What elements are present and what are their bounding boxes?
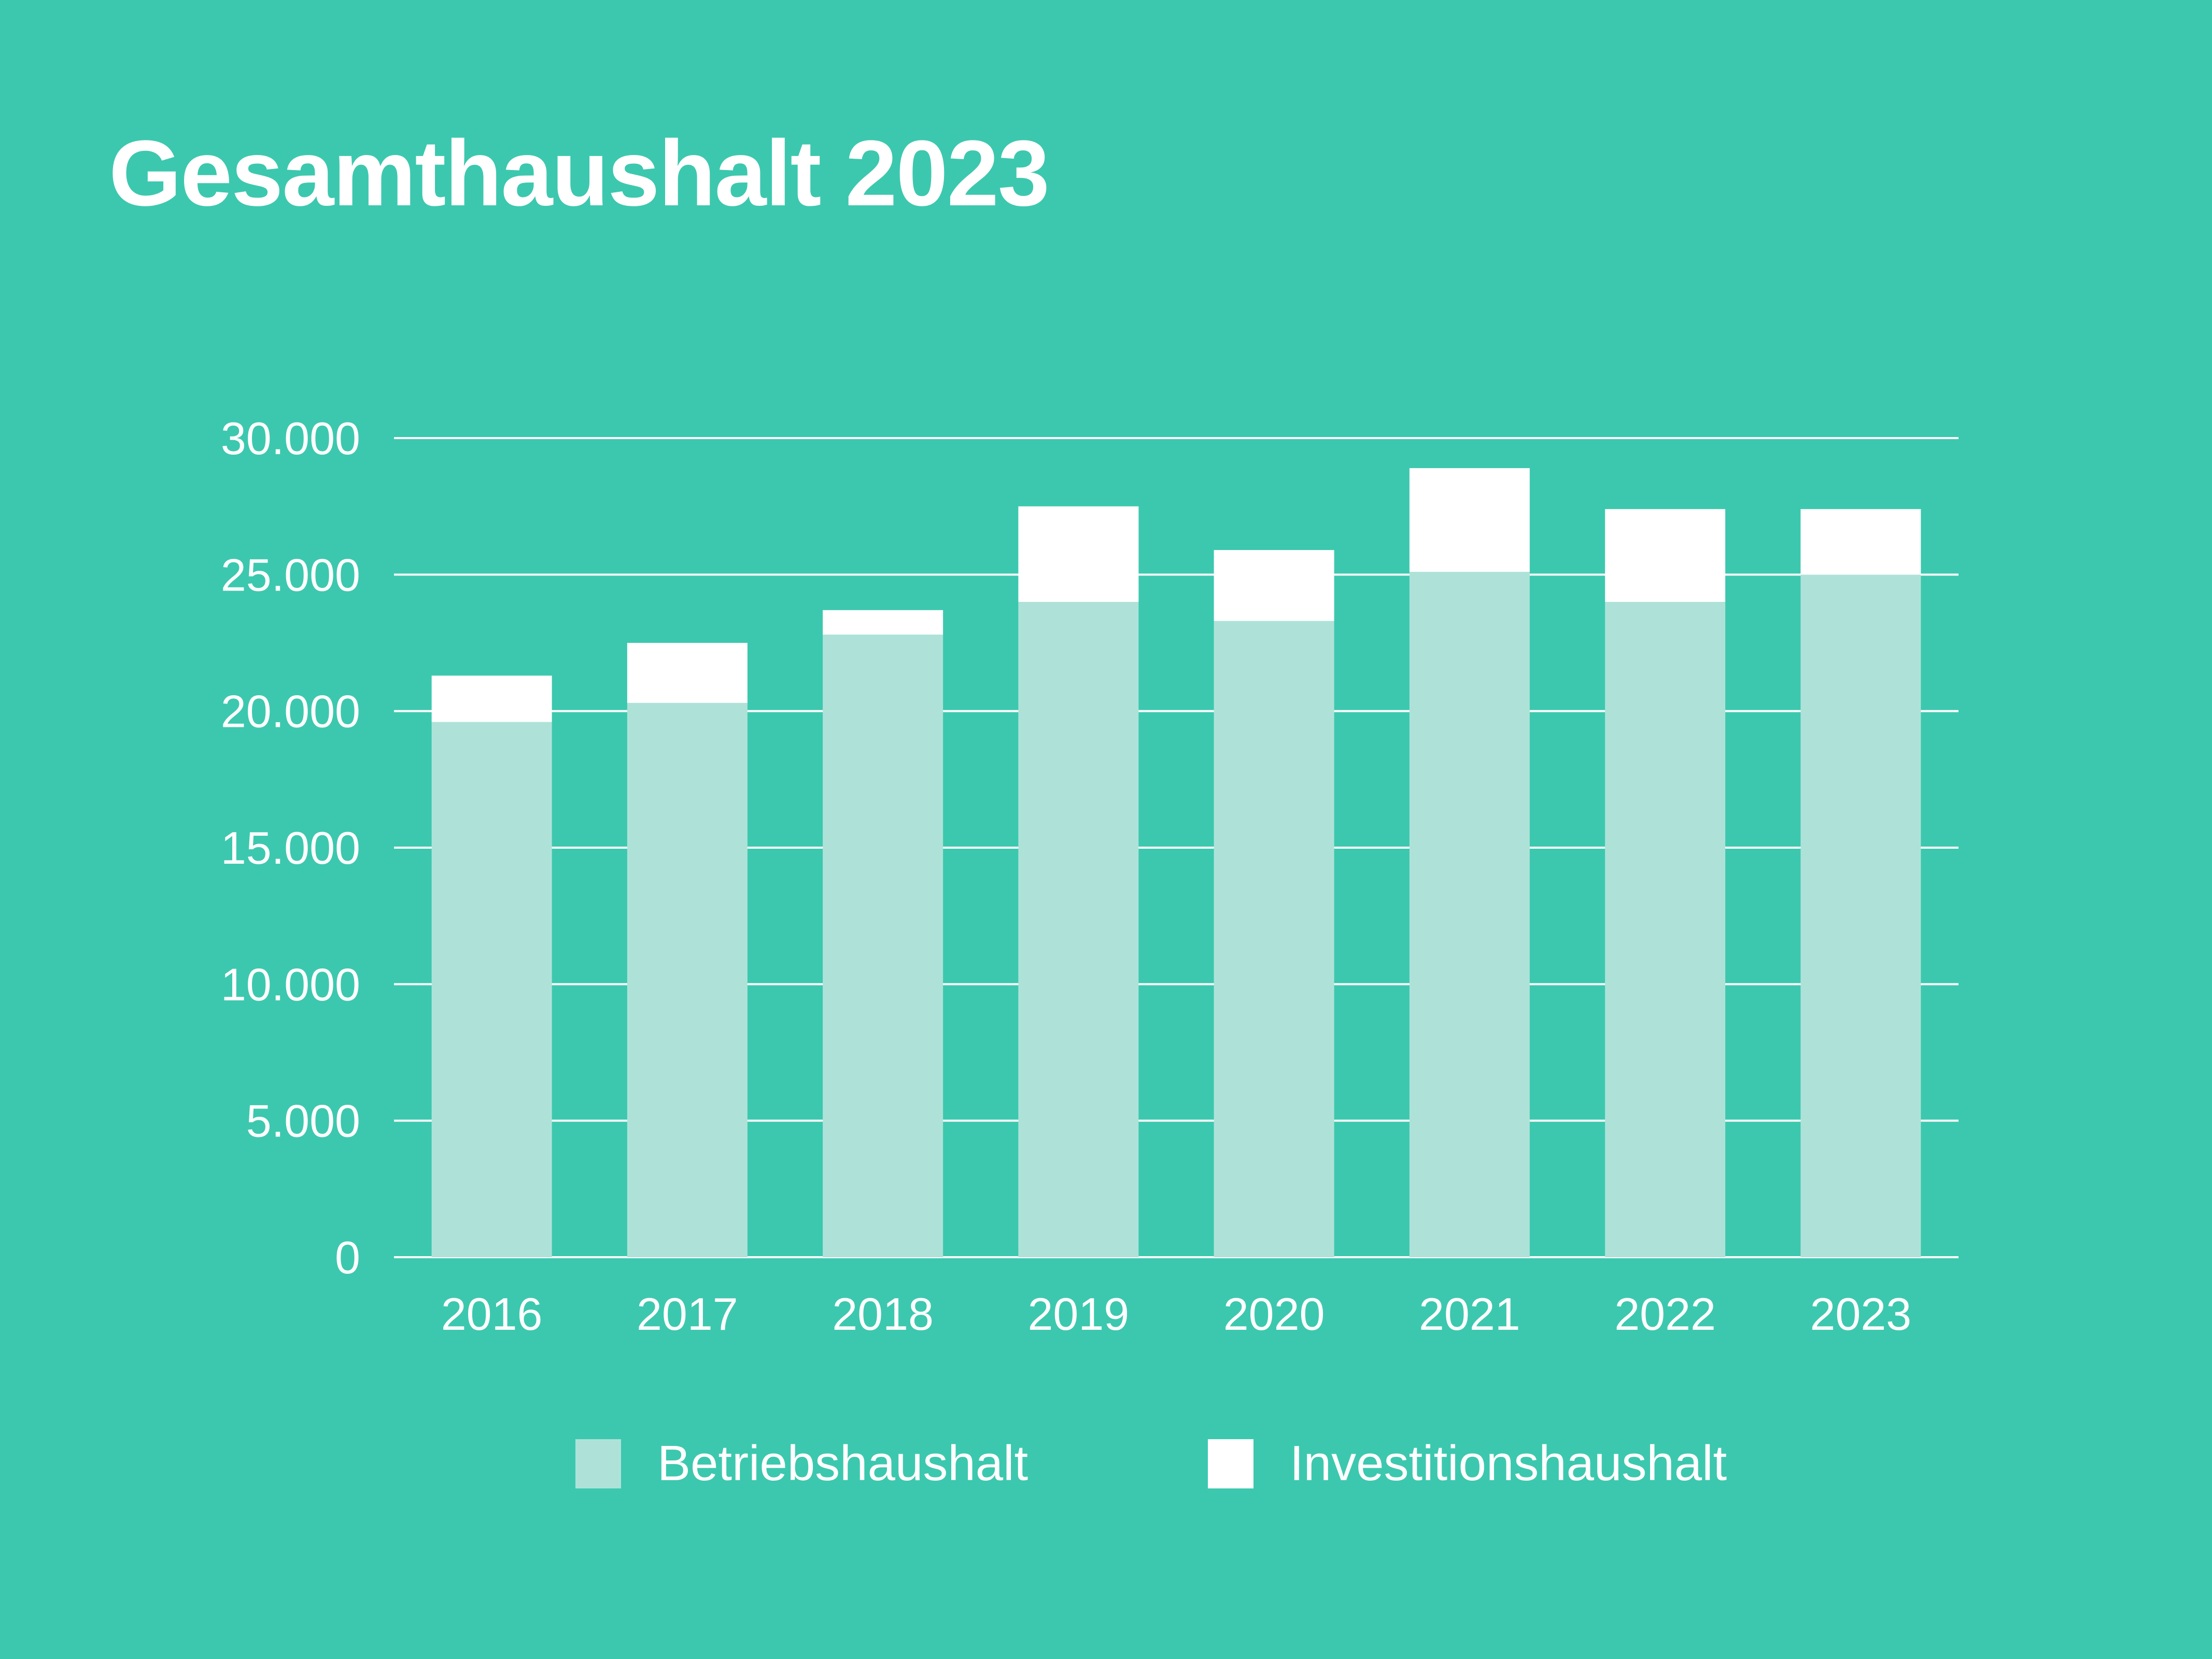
x-tick-label: 2016 — [441, 1288, 543, 1340]
x-axis-ticks: 2016 2017 2018 2019 2020 2021 2022 2023 — [441, 1288, 1912, 1340]
y-tick-label: 5.000 — [246, 1095, 360, 1147]
bars — [431, 468, 1921, 1257]
x-tick-label: 2023 — [1810, 1288, 1911, 1340]
x-tick-label: 2022 — [1614, 1288, 1716, 1340]
bar-betriebshaushalt-2022 — [1605, 602, 1726, 1257]
bar-investitionshaushalt-2016 — [431, 676, 552, 722]
bar-investitionshaushalt-2017 — [627, 643, 748, 703]
bar-investitionshaushalt-2018 — [823, 610, 943, 635]
x-tick-label: 2017 — [637, 1288, 738, 1340]
x-tick-label: 2020 — [1223, 1288, 1325, 1340]
legend-swatch-betriebshaushalt — [575, 1439, 621, 1488]
legend-swatch-investitionshaushalt — [1208, 1439, 1253, 1488]
bar-investitionshaushalt-2020 — [1214, 550, 1334, 621]
legend-label-betriebshaushalt: Betriebshaushalt — [657, 1436, 1028, 1491]
y-tick-label: 10.000 — [221, 959, 360, 1010]
bar-betriebshaushalt-2016 — [431, 722, 552, 1257]
y-axis-ticks: 0 5.000 10.000 15.000 20.000 25.000 30.000 — [221, 413, 360, 1283]
bar-betriebshaushalt-2019 — [1018, 602, 1139, 1257]
chart-title: Gesamthaushalt 2023 — [109, 121, 1050, 226]
x-tick-label: 2019 — [1027, 1288, 1129, 1340]
bar-betriebshaushalt-2017 — [627, 702, 748, 1257]
y-tick-label: 20.000 — [221, 686, 360, 737]
bar-betriebshaushalt-2020 — [1214, 621, 1334, 1257]
y-tick-label: 0 — [335, 1232, 360, 1283]
bar-investitionshaushalt-2023 — [1800, 509, 1921, 575]
x-tick-label: 2021 — [1419, 1288, 1520, 1340]
legend-label-investitionshaushalt: Investitionshaushalt — [1290, 1436, 1727, 1491]
bar-investitionshaushalt-2021 — [1409, 468, 1530, 572]
bar-betriebshaushalt-2023 — [1800, 574, 1921, 1257]
bar-investitionshaushalt-2019 — [1018, 506, 1139, 602]
legend-item-investitionshaushalt: Investitionshaushalt — [1208, 1439, 1727, 1488]
y-tick-label: 25.000 — [221, 549, 360, 600]
bar-betriebshaushalt-2021 — [1409, 572, 1530, 1257]
y-tick-label: 30.000 — [221, 413, 360, 464]
x-tick-label: 2018 — [832, 1288, 934, 1340]
bar-investitionshaushalt-2022 — [1605, 509, 1726, 602]
bar-betriebshaushalt-2018 — [823, 635, 943, 1257]
legend-item-betriebshaushalt: Betriebshaushalt — [575, 1439, 1028, 1488]
y-tick-label: 15.000 — [221, 822, 360, 874]
